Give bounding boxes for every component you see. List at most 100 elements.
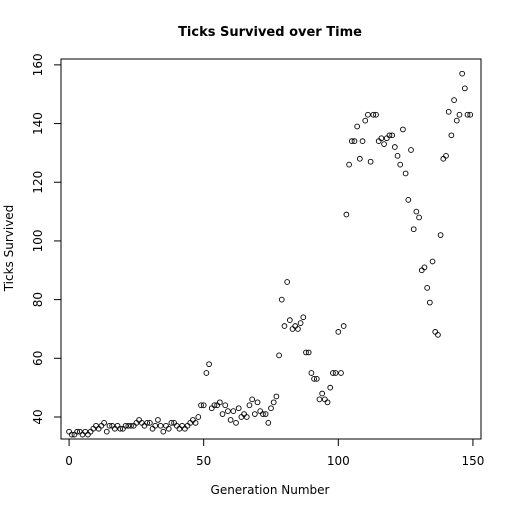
data-point xyxy=(356,155,363,162)
data-point xyxy=(157,422,164,429)
data-point xyxy=(257,408,264,414)
chart-title: Ticks Survived over Time xyxy=(178,25,362,40)
data-point xyxy=(262,411,269,417)
data-point xyxy=(95,425,102,432)
data-point xyxy=(340,323,347,329)
data-point xyxy=(146,420,153,426)
data-point xyxy=(311,375,317,382)
data-point xyxy=(93,422,99,429)
data-point xyxy=(111,425,118,432)
data-point xyxy=(149,425,156,432)
data-point xyxy=(235,405,242,412)
data-point xyxy=(375,138,382,145)
data-point xyxy=(378,135,385,142)
data-point xyxy=(343,211,350,218)
data-point xyxy=(295,326,301,332)
data-point xyxy=(300,314,307,321)
data-point xyxy=(179,422,186,429)
data-point xyxy=(106,422,113,429)
data-point xyxy=(208,405,215,412)
data-point xyxy=(410,226,417,233)
data-point xyxy=(408,147,414,153)
data-point xyxy=(233,420,239,426)
data-point xyxy=(286,317,293,324)
data-point xyxy=(292,323,299,329)
data-point xyxy=(260,411,266,417)
data-point xyxy=(122,422,129,429)
data-point xyxy=(268,405,274,412)
data-point xyxy=(90,425,97,432)
data-point xyxy=(251,411,258,417)
data-point xyxy=(114,422,121,429)
data-point xyxy=(348,138,355,145)
data-point xyxy=(117,425,124,432)
data-point xyxy=(238,414,245,420)
data-point xyxy=(216,399,223,406)
x-tick-label: 0 xyxy=(65,454,73,468)
data-point xyxy=(176,425,183,432)
data-point xyxy=(297,320,304,326)
y-tick-label: 140 xyxy=(31,112,45,135)
data-point xyxy=(184,422,191,429)
data-point xyxy=(383,135,390,142)
y-tick-label: 40 xyxy=(31,409,45,424)
data-point xyxy=(82,428,89,435)
data-point xyxy=(66,428,72,435)
data-point xyxy=(394,152,401,159)
data-point xyxy=(227,417,234,423)
data-point xyxy=(303,349,309,356)
data-point xyxy=(87,428,94,435)
x-tick-label: 150 xyxy=(461,454,484,468)
data-point xyxy=(133,420,140,426)
data-point xyxy=(225,408,231,414)
data-point xyxy=(386,132,393,139)
plot-frame xyxy=(60,58,482,440)
data-point xyxy=(173,422,180,429)
data-point xyxy=(381,141,387,147)
data-point xyxy=(467,111,474,118)
data-point xyxy=(281,323,288,329)
x-axis: 0 50 100 150 xyxy=(65,438,484,468)
data-point xyxy=(241,411,247,417)
data-point xyxy=(346,161,352,168)
data-point xyxy=(289,326,296,332)
data-point xyxy=(265,420,272,426)
data-point xyxy=(416,214,422,221)
y-tick-label: 160 xyxy=(31,53,45,76)
data-point xyxy=(249,396,256,403)
data-point xyxy=(418,267,425,274)
x-axis-label: Generation Number xyxy=(211,483,330,497)
data-point xyxy=(195,414,202,420)
data-point xyxy=(246,402,253,409)
data-point xyxy=(327,384,334,391)
data-point xyxy=(101,420,107,426)
y-axis-label: Ticks Survived xyxy=(2,205,16,293)
data-point xyxy=(402,170,409,177)
data-point xyxy=(141,422,148,429)
data-point xyxy=(453,117,460,124)
data-point xyxy=(432,329,439,335)
data-point xyxy=(155,417,161,423)
data-point xyxy=(459,70,466,77)
y-axis: 40 60 80 100 120 140 160 xyxy=(31,53,62,425)
data-point xyxy=(144,420,151,426)
data-point xyxy=(98,422,105,429)
data-point xyxy=(187,420,194,426)
data-point xyxy=(405,196,412,203)
data-point xyxy=(125,422,132,429)
data-point xyxy=(440,155,447,162)
data-point xyxy=(203,370,210,376)
data-point xyxy=(305,349,312,356)
data-point xyxy=(243,414,250,420)
data-point xyxy=(152,422,159,429)
data-point xyxy=(128,422,134,429)
data-point xyxy=(190,417,196,423)
data-point xyxy=(200,402,207,409)
data-point xyxy=(429,258,436,265)
data-point xyxy=(222,402,229,409)
data-point xyxy=(321,396,328,403)
data-point xyxy=(437,232,444,238)
data-point xyxy=(367,158,374,165)
